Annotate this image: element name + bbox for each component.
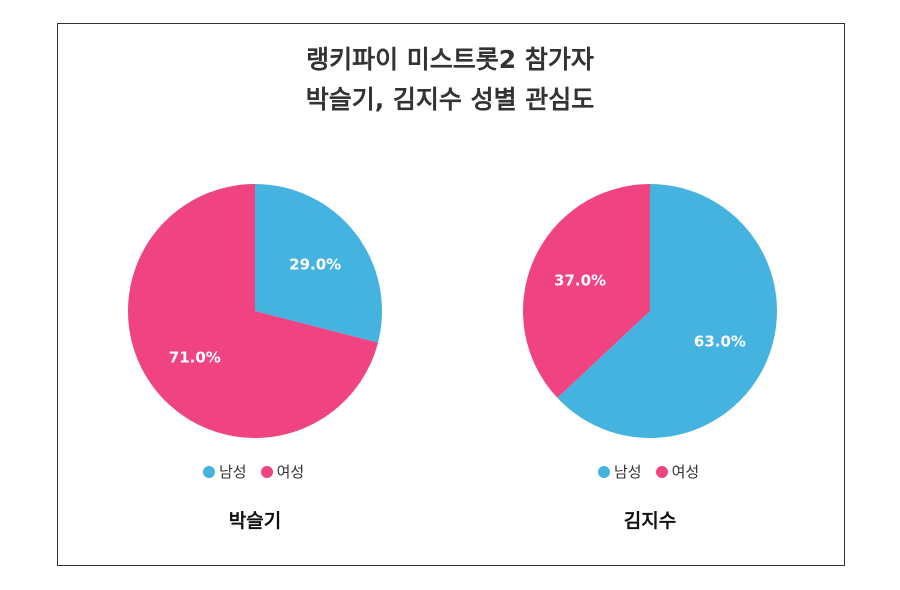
pie-data-label: 63.0% (694, 332, 746, 350)
legend-item-male: 남성 (598, 461, 642, 482)
chart-title-line2: 박슬기, 김지수 성별 관심도 (305, 85, 595, 114)
legend-dot-male (598, 465, 610, 478)
legend-label-female: 여성 (276, 463, 305, 481)
pie-slice-male (255, 184, 382, 343)
legend-right: 남성 여성 (598, 461, 699, 482)
legend-dot-female (260, 465, 273, 478)
legend-item-male: 남성 (203, 461, 247, 482)
chart-name-right: 김지수 (623, 510, 677, 532)
legend-item-female: 여성 (655, 461, 700, 482)
pie-slice-female (523, 184, 650, 398)
pie-data-label: 29.0% (289, 255, 341, 273)
chart-title: 랭키파이 미스트롯2 참가자 박슬기, 김지수 성별 관심도 (0, 40, 900, 120)
legend-dot-female (655, 465, 668, 478)
pie-slice-female (127, 184, 379, 438)
legend-label-male: 남성 (614, 463, 642, 481)
legend-item-female: 여성 (260, 461, 305, 482)
pie-data-label: 71.0% (169, 349, 221, 367)
legend-label-female: 여성 (671, 463, 700, 481)
legend-dot-male (203, 465, 215, 478)
pie-chart-right: 63.0% 37.0% (523, 184, 777, 438)
chart-title-line1: 랭키파이 미스트롯2 참가자 (306, 45, 594, 74)
pie-slice-male (557, 184, 777, 438)
chart-name-left: 박슬기 (228, 510, 282, 532)
pie-chart-left: 29.0% 71.0% (127, 184, 382, 438)
legend-left: 남성 여성 (203, 461, 304, 482)
legend-label-male: 남성 (219, 463, 247, 481)
pie-data-label: 37.0% (554, 272, 606, 290)
